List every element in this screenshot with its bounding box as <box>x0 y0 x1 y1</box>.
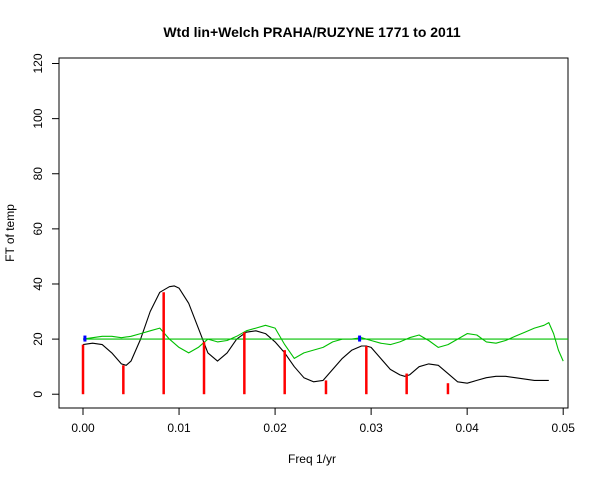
y-tick-label: 60 <box>31 222 45 236</box>
plot-area <box>81 285 568 395</box>
y-tick-label: 40 <box>31 277 45 291</box>
x-tick-label: 0.03 <box>359 421 383 435</box>
marker <box>358 335 362 342</box>
y-tick-label: 0 <box>31 391 45 398</box>
y-tick-label: 80 <box>31 167 45 181</box>
marker <box>83 335 87 342</box>
x-tick-label: 0.01 <box>167 421 191 435</box>
x-tick-label: 0.00 <box>71 421 95 435</box>
series-line-0 <box>82 285 549 384</box>
y-axis-label: FT of temp <box>3 204 17 262</box>
y-axis: 0 20 40 60 80 100 120 <box>31 53 59 398</box>
x-tick-label: 0.04 <box>455 421 479 435</box>
x-axis-label: Freq 1/yr <box>288 452 336 466</box>
x-axis: 0.00 0.01 0.02 0.03 0.04 0.05 <box>71 408 575 435</box>
x-tick-label: 0.02 <box>263 421 287 435</box>
y-tick-label: 20 <box>31 332 45 346</box>
chart-title: Wtd lin+Welch PRAHA/RUZYNE 1771 to 2011 <box>163 24 461 40</box>
plot-frame <box>58 57 569 409</box>
y-tick-label: 120 <box>31 53 45 73</box>
x-tick-label: 0.05 <box>552 421 576 435</box>
series-line-1 <box>82 322 564 362</box>
y-tick-label: 100 <box>31 108 45 128</box>
